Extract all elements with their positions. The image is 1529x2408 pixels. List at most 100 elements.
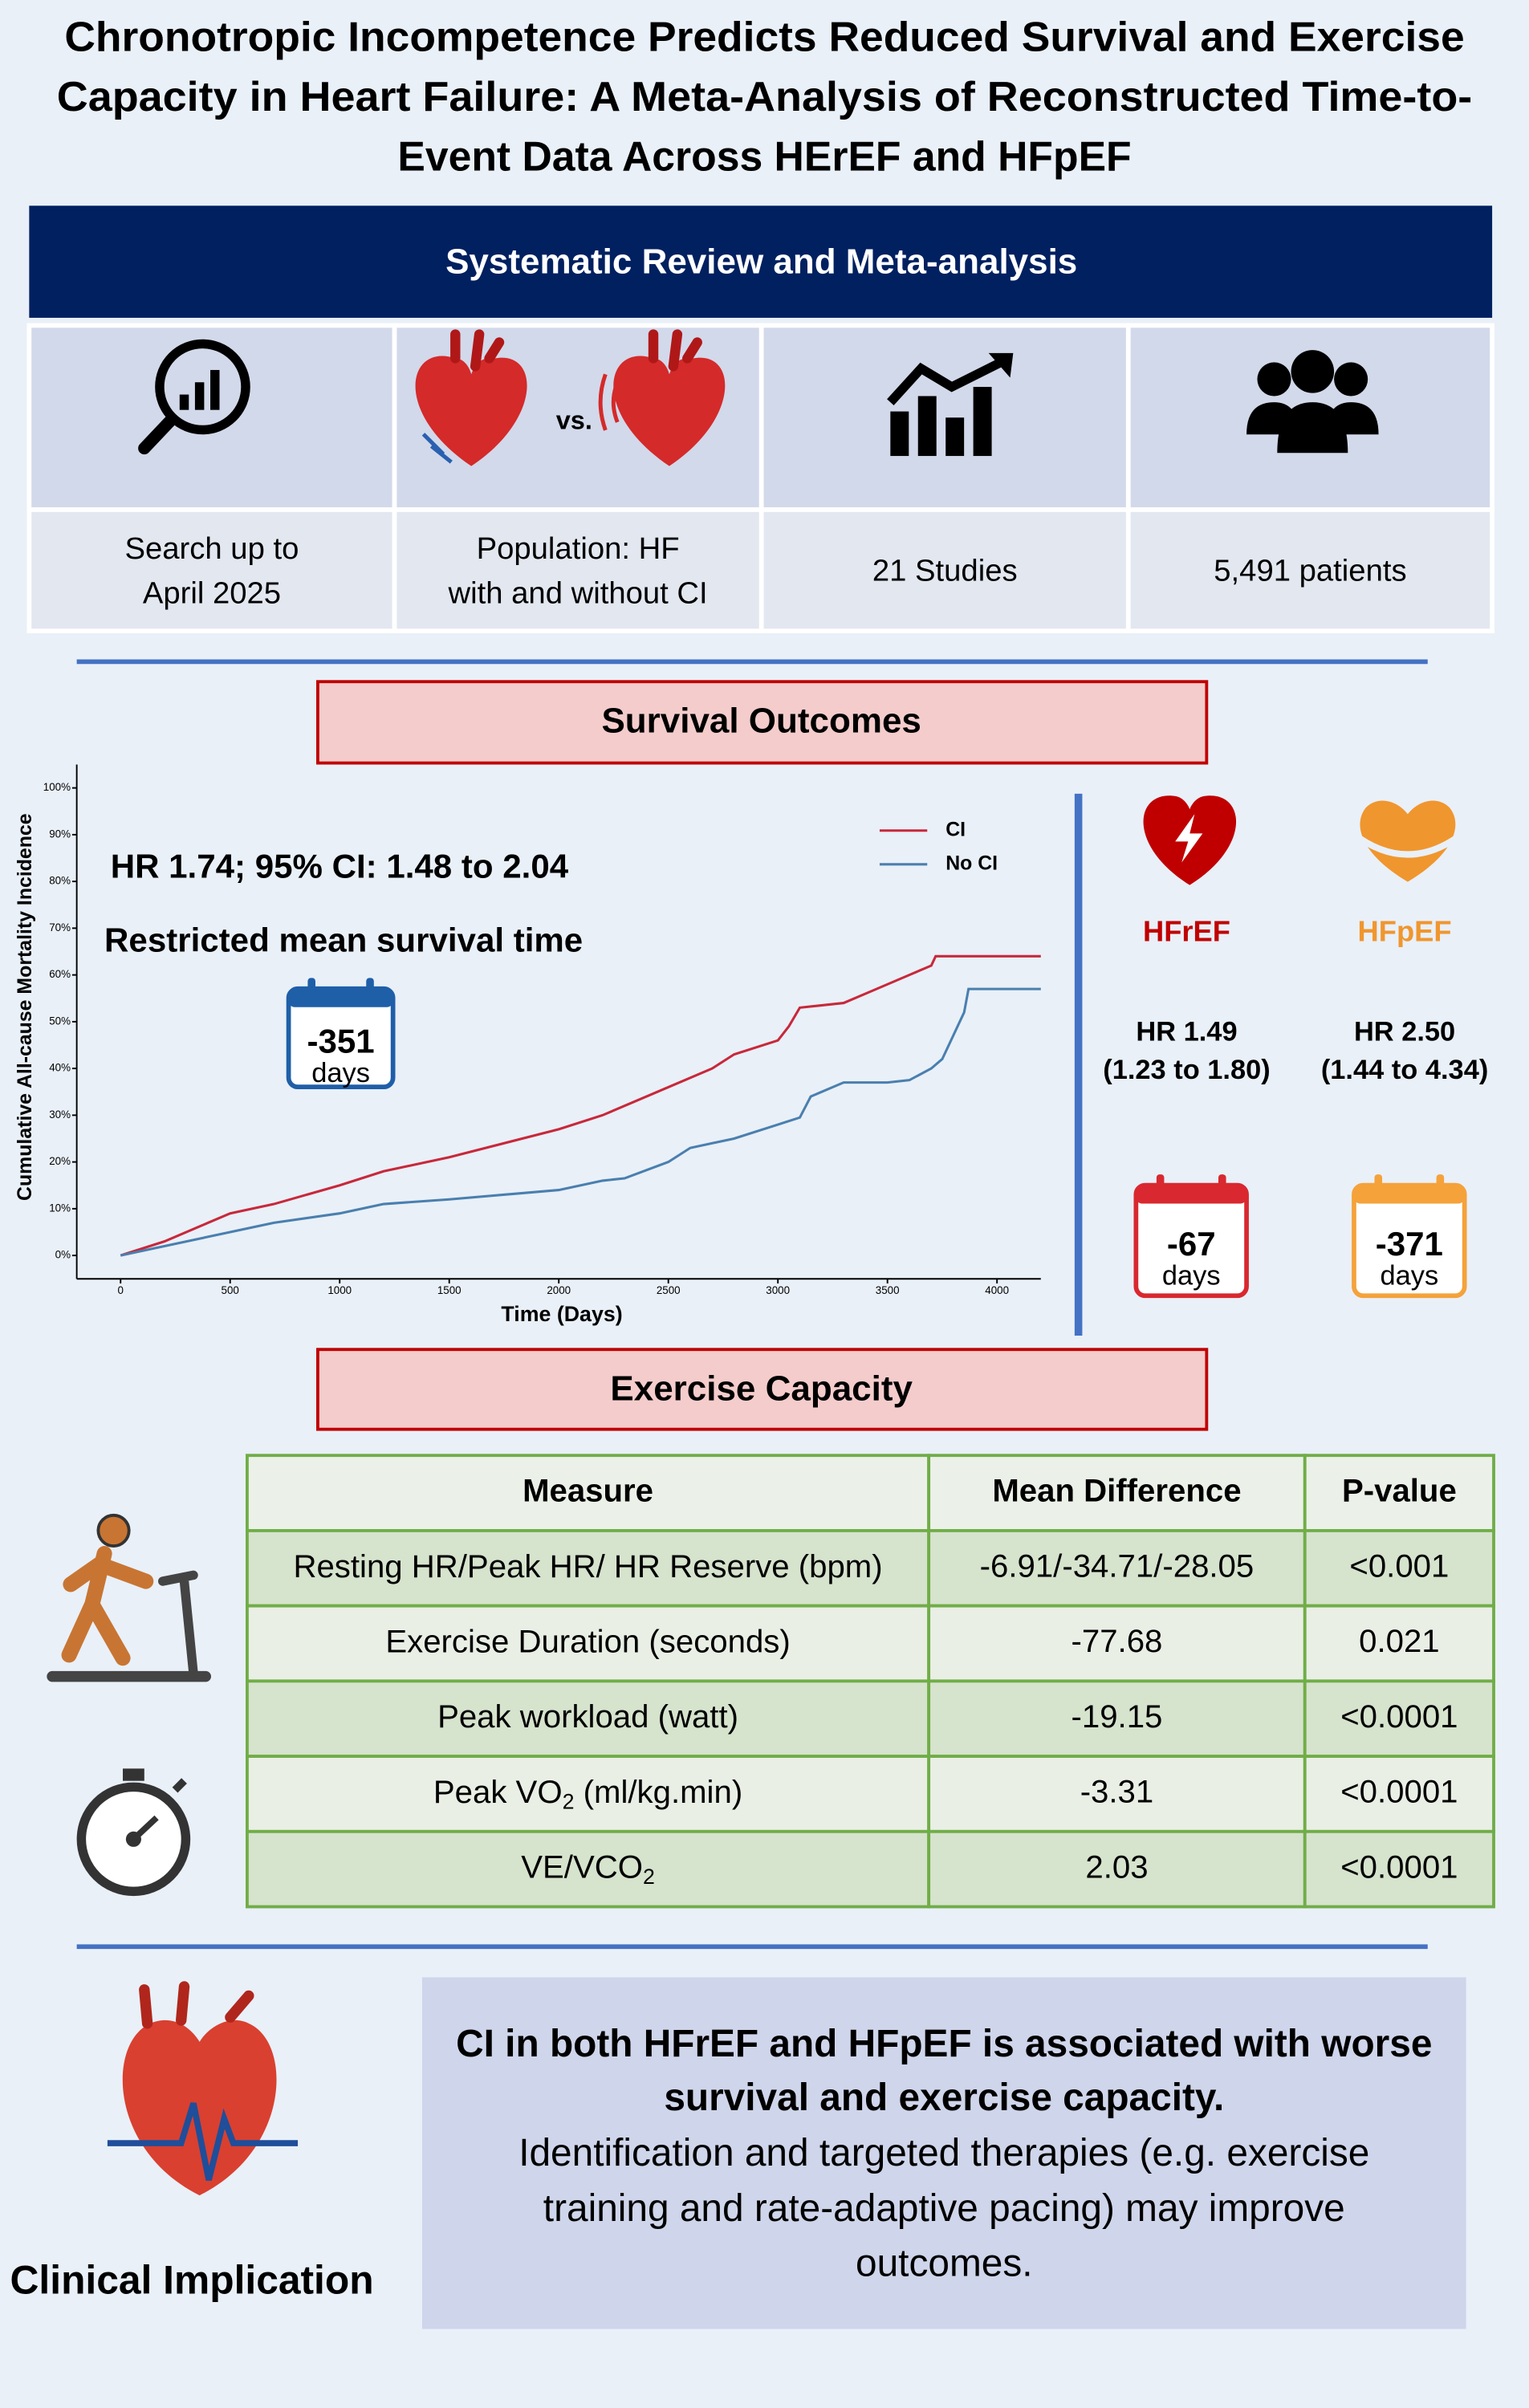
x-tick-label: 3500 — [876, 1284, 900, 1296]
header-text: Systematic Review and Meta-analysis — [445, 242, 1077, 282]
x-tick-label: 3000 — [766, 1284, 790, 1296]
y-tick-label: 80% — [49, 875, 71, 887]
subgroup-hr: HR 2.50 — [1354, 1016, 1455, 1047]
series-line — [120, 954, 1041, 1257]
y-tick-label: 40% — [49, 1062, 71, 1074]
cell-label: Search up to — [124, 531, 299, 566]
table-cell — [927, 1604, 1307, 1683]
y-tick-label: 30% — [49, 1108, 71, 1121]
calendar-ring — [1374, 1174, 1383, 1196]
x-tick-label: 1000 — [327, 1284, 352, 1296]
calendar-ring — [366, 978, 374, 1000]
calendar-value: -371 — [1376, 1225, 1443, 1263]
measure-cell: VE/VCO2 — [521, 1849, 655, 1889]
y-tick-label: 50% — [49, 1015, 71, 1027]
cell-label: with and without CI — [448, 576, 708, 610]
divider — [1074, 793, 1083, 1336]
cell-label: 21 Studies — [872, 554, 1018, 588]
title-line: Event Data Across HErEF and HFpEF — [397, 133, 1131, 180]
x-tick-label: 2000 — [547, 1284, 571, 1296]
design-grid: Search up to April 2025 Population: HF with… — [26, 323, 1494, 633]
x-tick-label: 4000 — [985, 1284, 1009, 1296]
label-cell — [758, 507, 1131, 633]
table-cell — [246, 1829, 931, 1909]
title-line: Capacity in Heart Failure: A Meta-Analys… — [57, 73, 1472, 120]
table-cell — [1303, 1829, 1495, 1909]
subgroup-name: HFrEF — [1143, 914, 1230, 947]
calendar-ring — [307, 978, 315, 1000]
cell-label: Population: HF — [477, 531, 680, 566]
hr-text: HR 1.74; 95% CI: 1.48 to 2.04 — [111, 848, 569, 885]
growth-icon — [887, 352, 1014, 457]
search-icon — [138, 339, 250, 455]
column-header: Measure — [523, 1473, 653, 1509]
calendar-value: -67 — [1167, 1225, 1216, 1263]
section-header-text: Exercise Capacity — [610, 1369, 913, 1408]
heart-icon — [415, 329, 527, 466]
subgroup-ci: (1.44 to 4.34) — [1321, 1055, 1488, 1085]
treadmill-icon — [47, 1513, 211, 1682]
measure-part: Peak VO — [433, 1774, 563, 1810]
calendar-top — [288, 988, 393, 1007]
p-value: <0.0001 — [1340, 1698, 1458, 1735]
y-tick-label: 10% — [49, 1202, 71, 1214]
measure-cell: Peak VO2 (ml/kg.min) — [433, 1774, 742, 1814]
legend-label: No CI — [945, 852, 998, 874]
p-value: <0.0001 — [1340, 1849, 1458, 1885]
mean-difference: -77.68 — [1072, 1623, 1163, 1659]
icon-cell — [26, 323, 397, 512]
header-band — [29, 205, 1493, 318]
measure-part: Exercise Duration (seconds) — [385, 1623, 790, 1659]
title-line: Chronotropic Incompetence Predicts Reduc… — [64, 13, 1464, 59]
table-cell — [927, 1755, 1307, 1833]
subgroup-name: HFpEF — [1358, 914, 1452, 947]
x-tick-label: 1500 — [437, 1284, 462, 1296]
vs-label: vs. — [556, 406, 592, 435]
heart-ecg-icon — [107, 1981, 299, 2196]
section-header — [316, 680, 1209, 765]
calendar-top — [1136, 1185, 1247, 1204]
calendar-ring — [1436, 1174, 1445, 1196]
table-cell — [246, 1679, 931, 1758]
icon-cell — [758, 323, 1131, 512]
y-tick-label: 0% — [55, 1249, 71, 1261]
p-value: 0.021 — [1359, 1623, 1440, 1659]
label-cell — [26, 507, 397, 633]
conclusion-box — [421, 1977, 1466, 2329]
mean-difference: -3.31 — [1080, 1774, 1154, 1810]
measure-part: VE/VCO — [521, 1849, 643, 1885]
y-axis-label: Cumulative All-cause Mortality Incidence — [14, 813, 36, 1201]
table-cell — [1303, 1679, 1495, 1758]
calendar-unit: days — [311, 1058, 370, 1088]
mean-difference: 2.03 — [1085, 1849, 1148, 1885]
header-cell — [927, 1454, 1307, 1532]
cell-label: 5,491 patients — [1214, 554, 1406, 588]
heart-icon — [598, 329, 726, 466]
series-line — [120, 987, 1041, 1257]
measure-part: Resting HR/Peak HR/ HR Reserve (bpm) — [293, 1548, 882, 1584]
column-header: Mean Difference — [992, 1473, 1241, 1509]
measure-part: 2 — [643, 1865, 655, 1889]
calendar-ring — [1218, 1174, 1226, 1196]
stopwatch-icon — [76, 1768, 191, 1897]
calendar-unit: days — [1380, 1260, 1438, 1291]
calendar-unit: days — [1162, 1260, 1221, 1291]
calendar-value: -351 — [307, 1023, 375, 1060]
rmst-label: Restricted mean survival time — [104, 921, 583, 958]
implication-label: Clinical Implication — [10, 2257, 374, 2302]
mean-difference: -6.91/-34.71/-28.05 — [980, 1548, 1255, 1584]
y-tick-label: 70% — [49, 921, 71, 934]
y-tick-label: 90% — [49, 828, 71, 840]
conclusion-line: training and rate-adaptive pacing) may i… — [543, 2187, 1345, 2230]
section-header — [316, 1348, 1209, 1431]
x-tick-label: 500 — [222, 1284, 239, 1296]
measure-part: (ml/kg.min) — [574, 1774, 742, 1810]
label-cell — [392, 507, 764, 633]
calendar-top — [1353, 1185, 1465, 1204]
measure-part: Peak workload (watt) — [437, 1698, 738, 1735]
table-cell — [246, 1755, 931, 1833]
conclusion-bold: survival and exercise capacity. — [664, 2076, 1224, 2119]
